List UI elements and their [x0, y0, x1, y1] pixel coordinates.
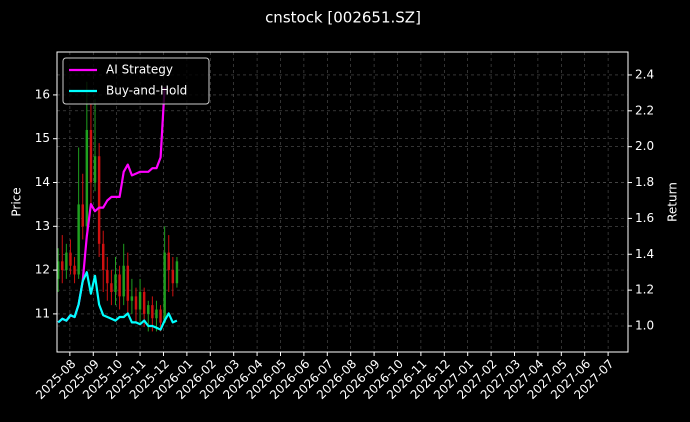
- candle-body: [163, 252, 166, 323]
- candle-body: [118, 274, 121, 297]
- candle-body: [56, 261, 60, 279]
- candle-body: [110, 283, 113, 292]
- legend-label: Buy-and-Hold: [106, 84, 187, 98]
- y-axis-label: Price: [10, 187, 24, 216]
- candle-body: [147, 305, 150, 314]
- candle-body: [175, 261, 179, 284]
- candle-body: [106, 270, 109, 284]
- legend-label: AI Strategy: [106, 63, 173, 77]
- candle-body: [97, 156, 101, 244]
- candle-body: [61, 261, 64, 271]
- candle-body: [65, 252, 68, 271]
- y-tick-label: 14: [35, 175, 50, 189]
- candle-body: [171, 270, 175, 284]
- y-tick-label: 12: [35, 263, 50, 277]
- y-tick-label: 11: [35, 306, 50, 320]
- candle-body: [155, 309, 158, 319]
- return-line: [57, 271, 178, 331]
- candle-body: [73, 265, 76, 275]
- y-tick-label: 16: [35, 87, 50, 101]
- candle-body: [126, 265, 130, 301]
- y2-tick-label: 1.6: [635, 211, 654, 225]
- plot-frame: [56, 51, 629, 353]
- y2-tick-label: 2.0: [635, 139, 654, 153]
- candle-body: [89, 129, 93, 183]
- candle-body: [151, 305, 154, 319]
- candle-body: [134, 296, 138, 310]
- candle-body: [101, 243, 105, 271]
- candle-body: [114, 274, 117, 292]
- y-tick-label: 13: [35, 219, 50, 233]
- y-tick-label: 15: [35, 131, 50, 145]
- y2-tick-label: 1.8: [635, 175, 654, 189]
- candle-body: [130, 296, 134, 301]
- candle-body: [138, 292, 142, 310]
- candle-body: [122, 265, 125, 297]
- y2-tick-label: 1.4: [635, 247, 654, 261]
- candle-body: [93, 156, 97, 183]
- y2-tick-label: 1.0: [635, 318, 654, 332]
- candle-body: [69, 252, 72, 266]
- candle-body: [81, 204, 84, 227]
- candle-body: [85, 129, 89, 227]
- candle-body: [159, 309, 162, 323]
- candle-body: [167, 252, 170, 271]
- legend-box: [62, 57, 210, 105]
- y2-tick-label: 1.2: [635, 283, 654, 297]
- chart-title: cnstock [002651.SZ]: [265, 9, 421, 27]
- y2-tick-label: 2.4: [635, 67, 654, 81]
- y2-axis-label: Return: [666, 182, 680, 222]
- y2-tick-label: 2.2: [635, 103, 654, 117]
- candle-body: [142, 292, 146, 314]
- candle-body: [77, 204, 80, 275]
